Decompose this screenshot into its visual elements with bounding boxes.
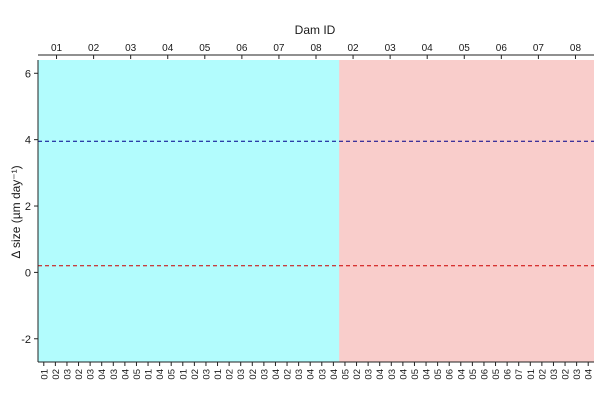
x-tick-label: 04	[329, 369, 340, 380]
x-tick-label: 03	[364, 369, 375, 380]
x-tick-label: 03	[317, 369, 328, 380]
y-tick-label: 2	[25, 201, 31, 213]
top-tick-label: 02	[88, 43, 100, 54]
x-tick-label: 01	[144, 369, 155, 380]
x-tick-label: 04	[422, 369, 433, 380]
x-tick-label: 04	[97, 369, 108, 380]
group-background-2	[339, 60, 594, 362]
x-tick-label: 03	[201, 369, 212, 380]
x-tick-label: 01	[39, 369, 50, 380]
top-tick-label: 06	[496, 43, 508, 54]
top-axis-title: Dam ID	[295, 23, 336, 37]
x-tick-label: 04	[120, 369, 131, 380]
top-tick-label: 07	[273, 43, 285, 54]
x-tick-label: 04	[456, 369, 467, 380]
x-tick-label: 05	[468, 369, 479, 380]
x-tick-label: 04	[398, 369, 409, 380]
x-tick-label: 03	[86, 369, 97, 380]
x-tick-label: 02	[248, 369, 259, 380]
top-tick-label: 02	[348, 43, 360, 54]
x-tick-label: 02	[225, 369, 236, 380]
x-tick-label: 06	[479, 369, 490, 380]
x-tick-label: 02	[51, 369, 62, 380]
x-tick-label: 02	[537, 369, 548, 380]
x-tick-label: 02	[74, 369, 85, 380]
x-tick-label: 02	[561, 369, 572, 380]
x-tick-label: 05	[491, 369, 502, 380]
x-tick-label: 02	[352, 369, 363, 380]
y-tick-label: 4	[25, 135, 31, 147]
top-tick-label: 05	[199, 43, 211, 54]
x-tick-label: 06	[445, 369, 456, 380]
x-tick-label: 03	[109, 369, 120, 380]
x-tick-label: 05	[433, 369, 444, 380]
group-backgrounds	[38, 60, 594, 362]
x-tick-label: 05	[340, 369, 351, 380]
group-background-1	[38, 60, 351, 362]
y-axis-title: Δ size (µm day⁻¹)	[9, 165, 23, 258]
x-tick-label: 03	[236, 369, 247, 380]
x-tick-label: 04	[375, 369, 386, 380]
y-tick-label: -2	[21, 334, 31, 346]
x-tick-label: 05	[167, 369, 178, 380]
top-tick-label: 03	[125, 43, 137, 54]
top-tick-label: 05	[459, 43, 471, 54]
x-tick-label: 03	[294, 369, 305, 380]
x-tick-label: 04	[155, 369, 166, 380]
x-tick-label: 03	[259, 369, 270, 380]
reference-lines	[38, 140, 594, 267]
top-tick-label: 01	[51, 43, 63, 54]
x-tick-label: 03	[387, 369, 398, 380]
x-tick-label: 01	[526, 369, 537, 380]
x-tick-label: 07	[514, 369, 525, 380]
top-tick-label: 06	[236, 43, 248, 54]
x-tick-label: 06	[503, 369, 514, 380]
x-tick-label: 04	[584, 369, 595, 380]
y-tick-label: 0	[25, 267, 31, 279]
top-tick-label: 03	[385, 43, 397, 54]
x-tick-label: 03	[549, 369, 560, 380]
x-tick-label: 01	[178, 369, 189, 380]
x-tick-label: 02	[190, 369, 201, 380]
x-tick-label: 05	[132, 369, 143, 380]
x-tick-label: 05	[410, 369, 421, 380]
x-tick-label: 04	[271, 369, 282, 380]
top-tick-label: 08	[310, 43, 322, 54]
top-tick-label: 08	[570, 43, 582, 54]
x-tick-label: 02	[283, 369, 294, 380]
top-tick-label: 07	[533, 43, 545, 54]
axes	[34, 54, 594, 366]
y-tick-label: 6	[25, 68, 31, 80]
x-tick-label: 03	[62, 369, 73, 380]
x-tick-label: 04	[306, 369, 317, 380]
top-tick-label: 04	[422, 43, 434, 54]
top-tick-label: 04	[162, 43, 174, 54]
x-tick-label: 03	[572, 369, 583, 380]
x-tick-label: 01	[213, 369, 224, 380]
